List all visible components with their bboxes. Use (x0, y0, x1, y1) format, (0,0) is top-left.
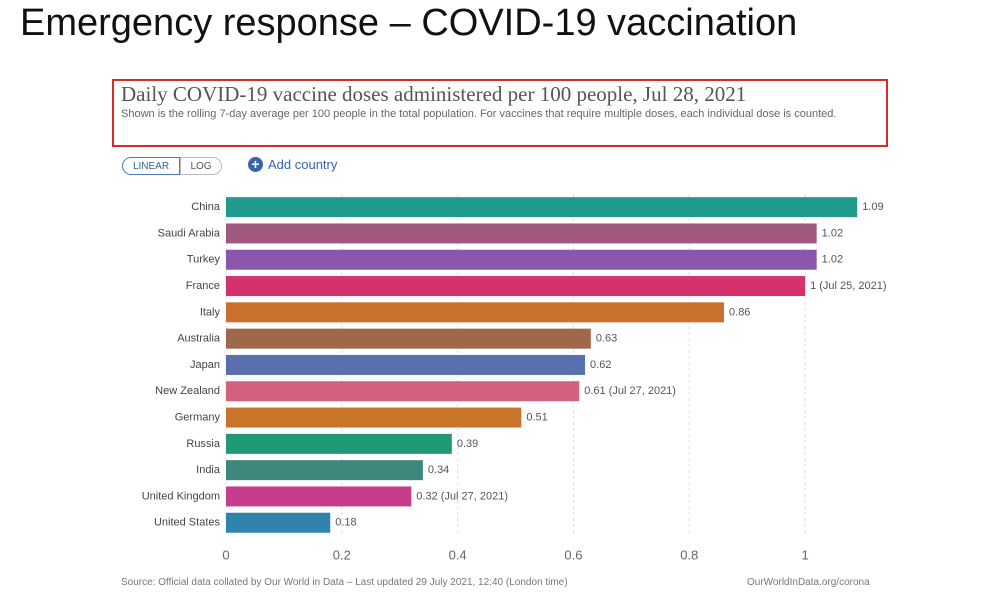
log-button[interactable]: LOG (180, 157, 222, 175)
slide-title: Emergency response – COVID-19 vaccinatio… (20, 2, 798, 44)
bar (226, 354, 586, 375)
x-tick-label: 0.6 (564, 547, 582, 562)
source: Source: Official data collated by Our Wo… (121, 577, 568, 588)
y-tick-label: India (196, 464, 221, 476)
y-tick-label: Saudi Arabia (158, 227, 221, 239)
y-tick-label: Turkey (187, 254, 221, 266)
x-tick-label: 1 (801, 547, 808, 562)
add-country-button[interactable]: + Add country (248, 157, 337, 172)
bar (226, 512, 331, 533)
value-label: 0.34 (428, 464, 449, 476)
value-label: 0.62 (590, 359, 611, 371)
add-country-label: Add country (268, 157, 338, 172)
x-tick-label: 0 (222, 547, 229, 562)
x-tick-label: 0.4 (449, 547, 467, 562)
bar (226, 302, 725, 323)
y-tick-label: Germany (175, 411, 221, 423)
bar (226, 223, 817, 244)
y-tick-label: China (191, 201, 221, 213)
y-tick-label: Russia (186, 438, 221, 450)
value-label: 0.32 (Jul 27, 2021) (416, 490, 508, 502)
x-tick-label: 0.2 (333, 547, 351, 562)
value-label: 0.63 (596, 333, 617, 345)
bar (226, 433, 452, 454)
value-label: 0.39 (457, 438, 478, 450)
y-tick-label: France (186, 280, 220, 292)
bar (226, 276, 806, 297)
y-tick-label: New Zealand (155, 385, 220, 397)
value-label: 1.02 (822, 227, 843, 239)
bar (226, 486, 412, 507)
bar (226, 460, 423, 481)
bar (226, 249, 817, 270)
value-label: 1 (Jul 25, 2021) (810, 280, 886, 292)
bar (226, 381, 580, 402)
value-label: 0.86 (729, 306, 750, 318)
value-label: 1.02 (822, 254, 843, 266)
chart-subtitle: Shown is the rolling 7-day average per 1… (121, 108, 837, 120)
y-tick-label: Japan (190, 359, 220, 371)
value-label: 0.51 (526, 411, 547, 423)
source-url: OurWorldInData.org/corona (747, 577, 870, 588)
linear-button[interactable]: LINEAR (122, 157, 180, 175)
x-tick-label: 0.8 (680, 547, 698, 562)
value-label: 0.61 (Jul 27, 2021) (584, 385, 676, 397)
y-tick-label: Italy (200, 306, 221, 318)
value-label: 0.18 (335, 517, 356, 529)
bar (226, 407, 522, 428)
highlight-box (112, 79, 888, 147)
chart-title: Daily COVID-19 vaccine doses administere… (121, 82, 747, 106)
bar (226, 328, 591, 349)
y-tick-label: United States (154, 517, 221, 529)
y-tick-label: Australia (177, 333, 221, 345)
plus-icon: + (248, 157, 263, 172)
value-label: 1.09 (862, 201, 883, 213)
bar (226, 197, 858, 218)
y-tick-label: United Kingdom (142, 490, 220, 502)
